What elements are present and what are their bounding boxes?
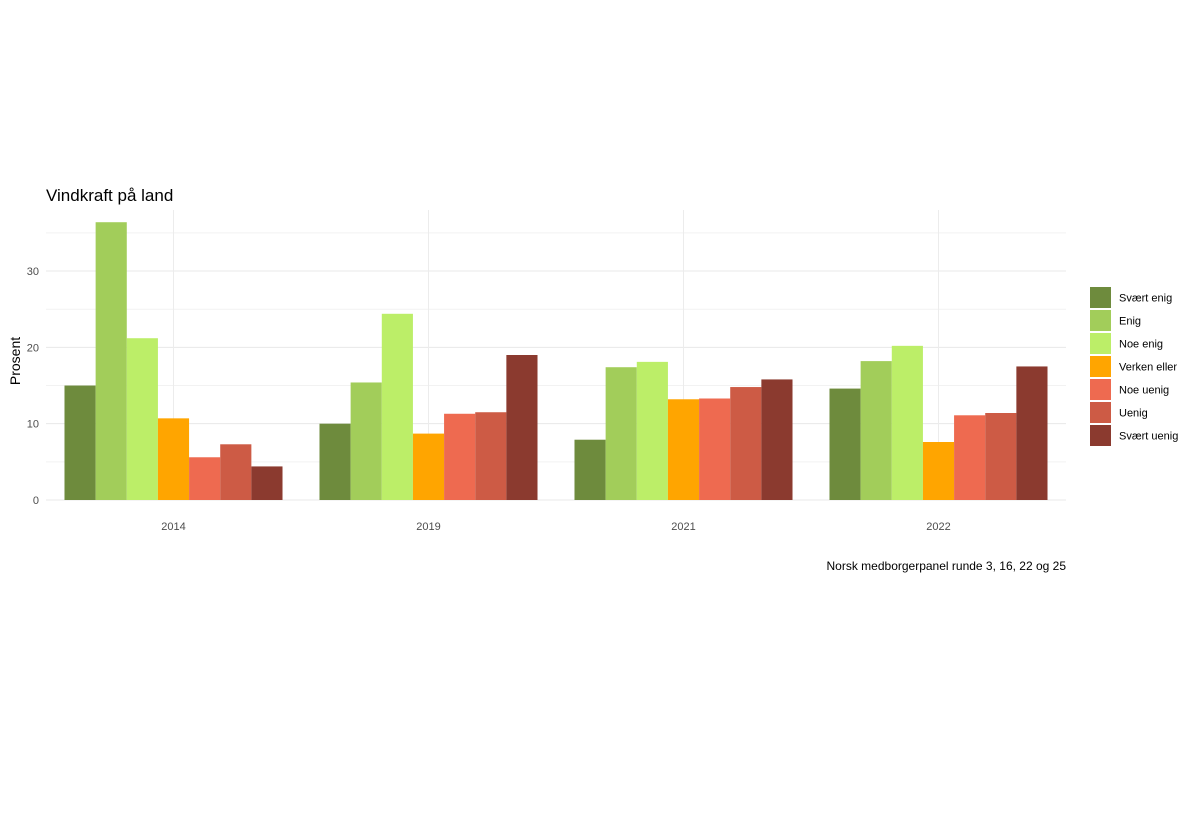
bar <box>475 412 507 500</box>
chart-caption: Norsk medborgerpanel runde 3, 16, 22 og … <box>827 559 1067 573</box>
x-tick-label: 2021 <box>671 521 695 533</box>
bar <box>319 423 351 500</box>
y-tick-label: 0 <box>33 495 39 507</box>
axes: 0 10 20 30 2014 2019 2021 2022 <box>27 266 951 533</box>
bar <box>891 345 923 500</box>
legend-swatch <box>1090 287 1111 308</box>
bar <box>922 442 955 500</box>
bar <box>667 399 700 500</box>
y-tick-label: 30 <box>27 266 39 278</box>
bar <box>126 338 158 500</box>
legend-label: Noe enig <box>1119 339 1163 351</box>
legend-label: Verken eller <box>1119 362 1177 374</box>
bar <box>64 385 96 500</box>
legend-label: Noe uenig <box>1119 385 1169 397</box>
x-tick-label: 2022 <box>926 521 950 533</box>
bars <box>64 222 1048 501</box>
bar <box>381 313 413 500</box>
bar <box>157 418 190 500</box>
legend-swatch <box>1090 402 1111 423</box>
bar <box>506 355 538 500</box>
legend-label: Svært uenig <box>1119 431 1178 443</box>
bar <box>220 444 252 500</box>
bar <box>829 388 861 500</box>
bar <box>761 379 793 500</box>
y-tick-label: 20 <box>27 342 39 354</box>
bar <box>730 387 762 500</box>
legend: Svært enig Enig Noe enig Verken eller Noe ue… <box>1090 287 1178 446</box>
legend-swatch <box>1090 333 1111 354</box>
y-axis-label: Prosent <box>7 337 23 385</box>
legend-swatch <box>1090 356 1111 377</box>
bar <box>189 457 221 500</box>
bar <box>444 413 476 500</box>
bar <box>350 382 382 500</box>
legend-swatch <box>1090 310 1111 331</box>
legend-label: Enig <box>1119 316 1141 328</box>
bar <box>1016 366 1048 500</box>
bar <box>251 466 283 500</box>
x-tick-label: 2014 <box>161 521 185 533</box>
bar <box>605 367 637 500</box>
legend-swatch <box>1090 425 1111 446</box>
legend-swatch <box>1090 379 1111 400</box>
legend-label: Uenig <box>1119 408 1148 420</box>
legend-label: Svært enig <box>1119 293 1172 305</box>
bar <box>636 361 668 500</box>
x-tick-label: 2019 <box>416 521 440 533</box>
y-tick-label: 10 <box>27 419 39 431</box>
chart-title: Vindkraft på land <box>46 186 173 205</box>
bar <box>860 361 892 500</box>
bar <box>699 398 731 500</box>
bar <box>985 413 1017 500</box>
bar <box>95 222 127 501</box>
bar <box>574 439 606 500</box>
bar <box>954 415 986 500</box>
bar <box>412 433 445 500</box>
